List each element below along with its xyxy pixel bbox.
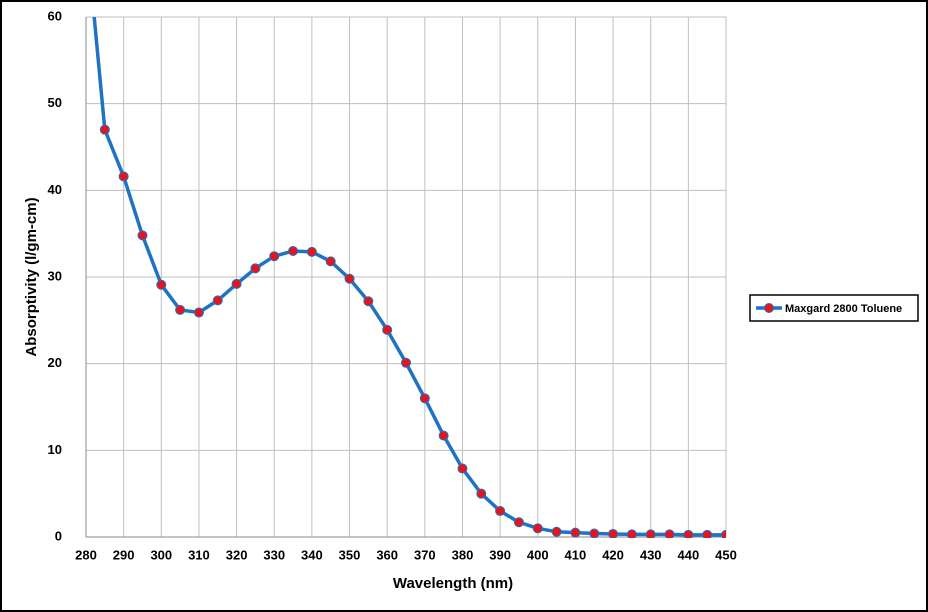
y-tick-label: 40 (48, 182, 62, 197)
data-point (551, 526, 562, 537)
data-point (382, 324, 393, 335)
data-point (212, 295, 223, 306)
data-point (702, 529, 713, 538)
x-tick-label: 380 (452, 547, 474, 562)
data-point (495, 506, 506, 516)
legend-marker (764, 303, 774, 313)
data-point (683, 529, 694, 538)
data-point (532, 523, 543, 534)
data-point (193, 307, 204, 318)
y-tick-label: 10 (48, 442, 62, 457)
x-tick-label: 450 (715, 547, 737, 562)
data-point (419, 393, 430, 404)
x-tick-label: 430 (640, 547, 662, 562)
data-point (608, 528, 619, 538)
data-point (269, 251, 280, 262)
data-point (137, 230, 148, 241)
data-point (363, 296, 374, 307)
data-point (325, 256, 336, 267)
x-tick-label: 400 (527, 547, 549, 562)
data-point (175, 304, 186, 315)
y-axis-title: Absorptivity (l/gm-cm) (23, 197, 40, 356)
y-tick-label: 20 (48, 355, 62, 370)
data-point (626, 529, 637, 538)
data-point (645, 529, 656, 538)
x-tick-label: 420 (602, 547, 624, 562)
x-tick-label: 440 (678, 547, 700, 562)
data-point (156, 279, 167, 290)
x-tick-label: 350 (339, 547, 361, 562)
x-tick-label: 320 (226, 547, 248, 562)
x-tick-label: 300 (150, 547, 172, 562)
data-point (721, 529, 726, 538)
data-point (570, 527, 581, 538)
data-point (457, 463, 468, 474)
x-tick-label: 280 (75, 547, 97, 562)
x-axis-title: Wavelength (nm) (393, 575, 513, 592)
x-tick-label: 330 (263, 547, 285, 562)
y-tick-label: 0 (55, 528, 62, 543)
x-tick-label: 310 (188, 547, 210, 562)
data-point (589, 528, 600, 538)
data-point (288, 246, 299, 256)
data-point (513, 517, 524, 528)
x-tick-label: 370 (414, 547, 436, 562)
legend: Maxgard 2800 Toluene (749, 294, 919, 322)
data-point (250, 263, 261, 274)
data-point (401, 357, 411, 368)
data-point (231, 278, 242, 289)
legend-label: Maxgard 2800 Toluene (785, 303, 902, 315)
x-tick-label: 360 (376, 547, 398, 562)
data-point (664, 529, 675, 538)
x-tick-label: 290 (113, 547, 135, 562)
data-point (99, 124, 110, 135)
y-tick-label: 60 (48, 8, 62, 23)
data-point (306, 246, 317, 257)
y-tick-label: 50 (48, 95, 62, 110)
data-point (344, 273, 355, 284)
data-point (438, 430, 449, 441)
data-point (476, 488, 487, 499)
plot-area (92, 17, 726, 538)
x-tick-label: 410 (565, 547, 587, 562)
x-tick-label: 390 (489, 547, 511, 562)
y-tick-label: 30 (48, 268, 62, 283)
x-tick-label: 340 (301, 547, 323, 562)
data-point (118, 171, 129, 182)
